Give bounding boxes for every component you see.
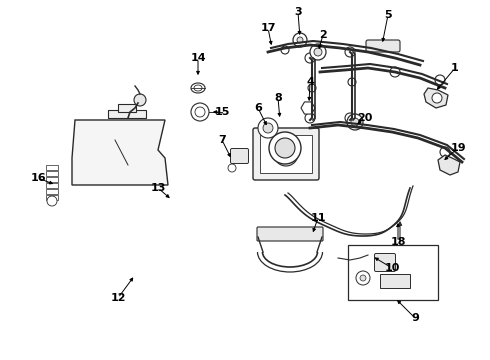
FancyBboxPatch shape — [366, 40, 400, 52]
Circle shape — [310, 44, 326, 60]
Bar — [46, 183, 58, 188]
Text: 13: 13 — [150, 183, 166, 193]
Circle shape — [390, 67, 400, 77]
Polygon shape — [438, 155, 460, 175]
Circle shape — [258, 118, 278, 138]
Polygon shape — [301, 102, 315, 114]
Circle shape — [275, 138, 295, 158]
Bar — [46, 171, 58, 176]
Bar — [118, 104, 136, 112]
Circle shape — [191, 103, 209, 121]
Bar — [46, 195, 58, 200]
Bar — [46, 189, 58, 194]
Circle shape — [314, 48, 322, 56]
Circle shape — [47, 196, 57, 206]
Text: 17: 17 — [260, 23, 276, 33]
Circle shape — [440, 147, 450, 157]
Text: 20: 20 — [357, 113, 373, 123]
Circle shape — [435, 75, 445, 85]
Circle shape — [356, 271, 370, 285]
Circle shape — [134, 94, 146, 106]
Text: 19: 19 — [450, 143, 466, 153]
FancyBboxPatch shape — [230, 149, 248, 163]
Circle shape — [293, 33, 307, 47]
Bar — [380, 274, 410, 288]
Text: 16: 16 — [30, 173, 46, 183]
Circle shape — [269, 132, 301, 164]
Circle shape — [348, 78, 356, 86]
Text: 4: 4 — [306, 77, 314, 87]
Circle shape — [228, 164, 236, 172]
Text: 6: 6 — [254, 103, 262, 113]
Text: 14: 14 — [190, 53, 206, 63]
Circle shape — [195, 107, 205, 117]
Polygon shape — [72, 120, 168, 185]
Circle shape — [305, 53, 315, 63]
FancyBboxPatch shape — [257, 227, 323, 241]
FancyBboxPatch shape — [253, 128, 319, 180]
Circle shape — [347, 114, 363, 130]
Circle shape — [345, 47, 355, 57]
Circle shape — [432, 93, 442, 103]
Text: 1: 1 — [451, 63, 459, 73]
Text: 7: 7 — [218, 135, 226, 145]
Bar — [46, 165, 58, 170]
Circle shape — [274, 142, 298, 166]
Text: 10: 10 — [384, 263, 400, 273]
Bar — [260, 135, 312, 173]
Text: 18: 18 — [390, 237, 406, 247]
Circle shape — [308, 84, 316, 92]
Circle shape — [297, 37, 303, 43]
Circle shape — [263, 123, 273, 133]
Text: 9: 9 — [411, 313, 419, 323]
Text: 3: 3 — [294, 7, 302, 17]
Polygon shape — [424, 88, 448, 108]
Text: 8: 8 — [274, 93, 282, 103]
Text: 12: 12 — [110, 293, 126, 303]
Text: 5: 5 — [384, 10, 392, 20]
Bar — [46, 177, 58, 182]
Circle shape — [305, 113, 315, 123]
Circle shape — [345, 113, 355, 123]
Circle shape — [351, 118, 359, 126]
Bar — [108, 110, 146, 118]
Text: 2: 2 — [319, 30, 327, 40]
Circle shape — [281, 46, 289, 54]
Text: 11: 11 — [310, 213, 326, 223]
Bar — [348, 245, 438, 300]
FancyBboxPatch shape — [374, 253, 395, 271]
Text: 15: 15 — [214, 107, 230, 117]
Circle shape — [360, 275, 366, 281]
